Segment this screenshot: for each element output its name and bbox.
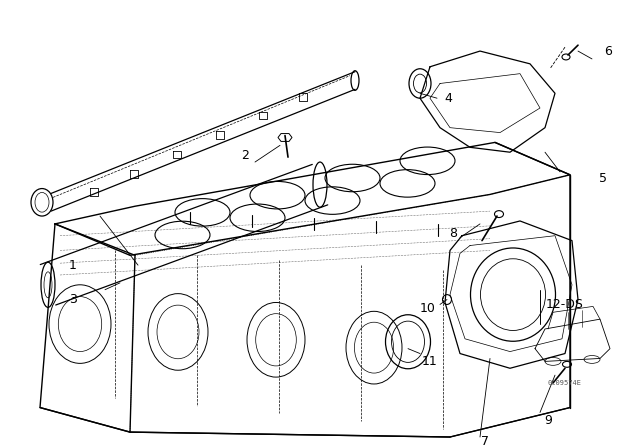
Text: 3: 3 (69, 293, 77, 306)
Text: 8: 8 (449, 227, 457, 240)
Text: 4: 4 (444, 92, 452, 105)
Text: 11: 11 (422, 355, 438, 368)
Text: 1: 1 (69, 258, 77, 271)
Text: 12-DS: 12-DS (546, 298, 584, 311)
Text: 5: 5 (599, 172, 607, 185)
Text: 0C09574E: 0C09574E (548, 380, 582, 386)
Text: 7: 7 (481, 435, 489, 448)
Text: 10: 10 (420, 302, 436, 315)
Text: 6: 6 (604, 44, 612, 57)
Text: 2: 2 (241, 149, 249, 162)
Text: 9: 9 (544, 414, 552, 427)
